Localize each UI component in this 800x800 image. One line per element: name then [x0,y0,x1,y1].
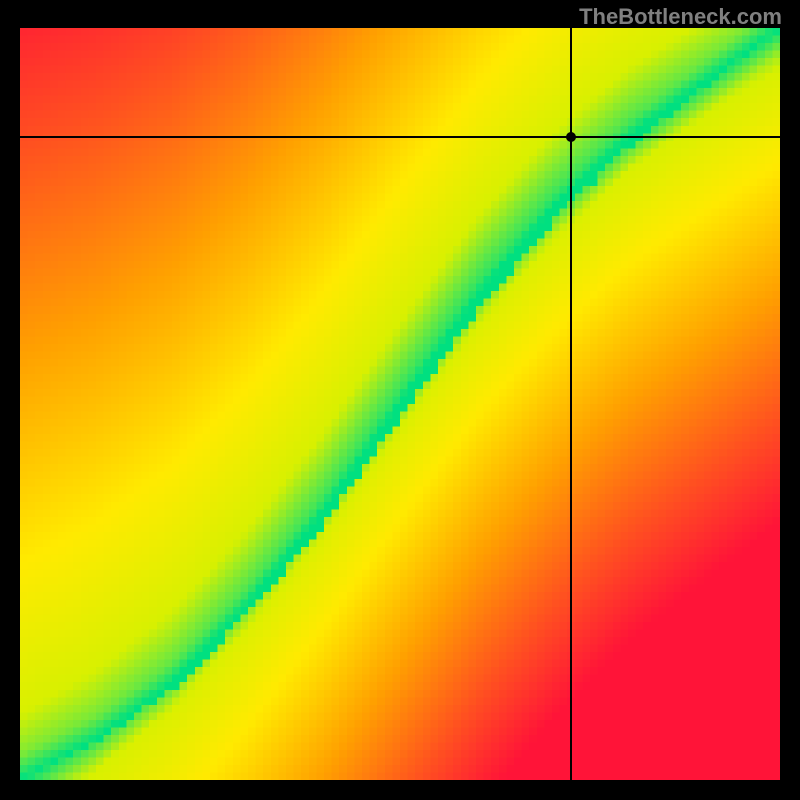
chart-container: TheBottleneck.com [0,0,800,800]
bottleneck-heatmap [20,28,780,780]
crosshair-horizontal [20,136,780,138]
crosshair-marker [566,132,576,142]
watermark-text: TheBottleneck.com [579,4,782,30]
